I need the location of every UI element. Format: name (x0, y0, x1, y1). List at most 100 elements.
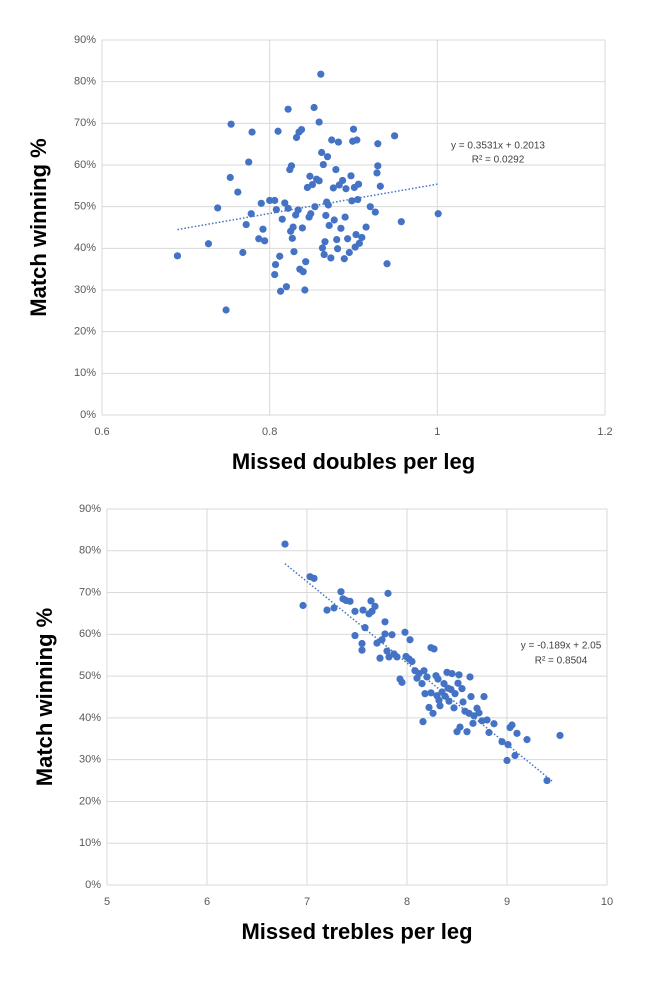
point (483, 716, 491, 724)
point (337, 588, 345, 596)
point (498, 738, 506, 746)
point (456, 723, 464, 731)
point (330, 604, 338, 612)
point (421, 690, 429, 698)
point (383, 260, 391, 268)
point (435, 696, 443, 704)
y-tick-label: 40% (74, 242, 96, 254)
point (247, 210, 255, 218)
y-tick-label: 20% (79, 795, 101, 807)
x-tick-label: 5 (104, 896, 110, 908)
point (327, 254, 335, 262)
point (458, 685, 466, 693)
point (451, 690, 459, 698)
point (346, 597, 354, 605)
point (292, 133, 301, 142)
point (459, 698, 467, 706)
x-tick-label: 9 (504, 896, 510, 908)
point (248, 128, 256, 136)
point (289, 223, 297, 231)
point (429, 709, 437, 717)
point (511, 751, 519, 760)
point (454, 679, 462, 687)
point (332, 165, 340, 174)
point (450, 704, 458, 712)
point (345, 248, 353, 257)
point (302, 258, 310, 266)
point (344, 235, 352, 243)
point (376, 182, 384, 190)
point (281, 540, 289, 548)
point (354, 180, 363, 188)
point (204, 240, 213, 248)
y-tick-label: 80% (74, 76, 96, 88)
trend-equation: R² = 0.8504 (535, 656, 588, 667)
point (298, 224, 306, 232)
point (556, 731, 564, 740)
point (271, 196, 279, 205)
point (271, 270, 279, 279)
point (467, 692, 475, 701)
point (259, 225, 267, 233)
point (371, 602, 379, 610)
point (358, 646, 366, 654)
point (420, 667, 428, 675)
point (324, 201, 332, 209)
point (374, 140, 382, 148)
trendline (284, 563, 553, 782)
point (390, 132, 399, 140)
point (278, 215, 286, 223)
point (333, 245, 342, 253)
point (320, 250, 328, 259)
point (339, 176, 347, 185)
point (434, 675, 442, 683)
point (321, 238, 329, 246)
point (349, 125, 358, 133)
point (354, 195, 362, 204)
y-tick-label: 0% (80, 409, 96, 421)
point (427, 689, 435, 697)
point (328, 136, 336, 144)
point (276, 287, 285, 295)
point (359, 606, 367, 614)
point (315, 118, 323, 126)
point (408, 657, 416, 666)
x-tick-label: 8 (404, 896, 410, 908)
point (317, 70, 325, 78)
point (242, 220, 250, 229)
y-tick-label: 60% (74, 159, 96, 171)
point (373, 169, 381, 177)
y-tick-label: 10% (74, 367, 96, 379)
y-tick-label: 90% (74, 34, 96, 46)
y-tick-label: 70% (74, 117, 96, 129)
x-tick-label: 0.8 (262, 426, 277, 438)
y-tick-label: 0% (85, 879, 101, 891)
point (455, 671, 463, 679)
point (214, 204, 222, 212)
point (330, 216, 338, 224)
point (276, 252, 284, 260)
point (423, 673, 431, 681)
point (323, 606, 331, 614)
point (398, 678, 406, 686)
point (284, 204, 292, 212)
point (406, 636, 414, 644)
point (333, 235, 341, 244)
point (466, 673, 474, 681)
x-tick-label: 7 (304, 896, 310, 908)
point (480, 692, 488, 701)
point (341, 213, 349, 221)
point (508, 721, 516, 729)
point (299, 601, 307, 610)
point (490, 720, 498, 728)
point (322, 211, 330, 220)
point (281, 199, 289, 207)
trend-equation: R² = 0.0292 (472, 155, 525, 166)
point (255, 235, 263, 243)
point (376, 654, 384, 662)
point (274, 127, 282, 135)
y-tick-label: 70% (79, 586, 101, 598)
y-tick-label: 40% (79, 712, 101, 724)
point (340, 255, 348, 263)
point (266, 196, 274, 205)
